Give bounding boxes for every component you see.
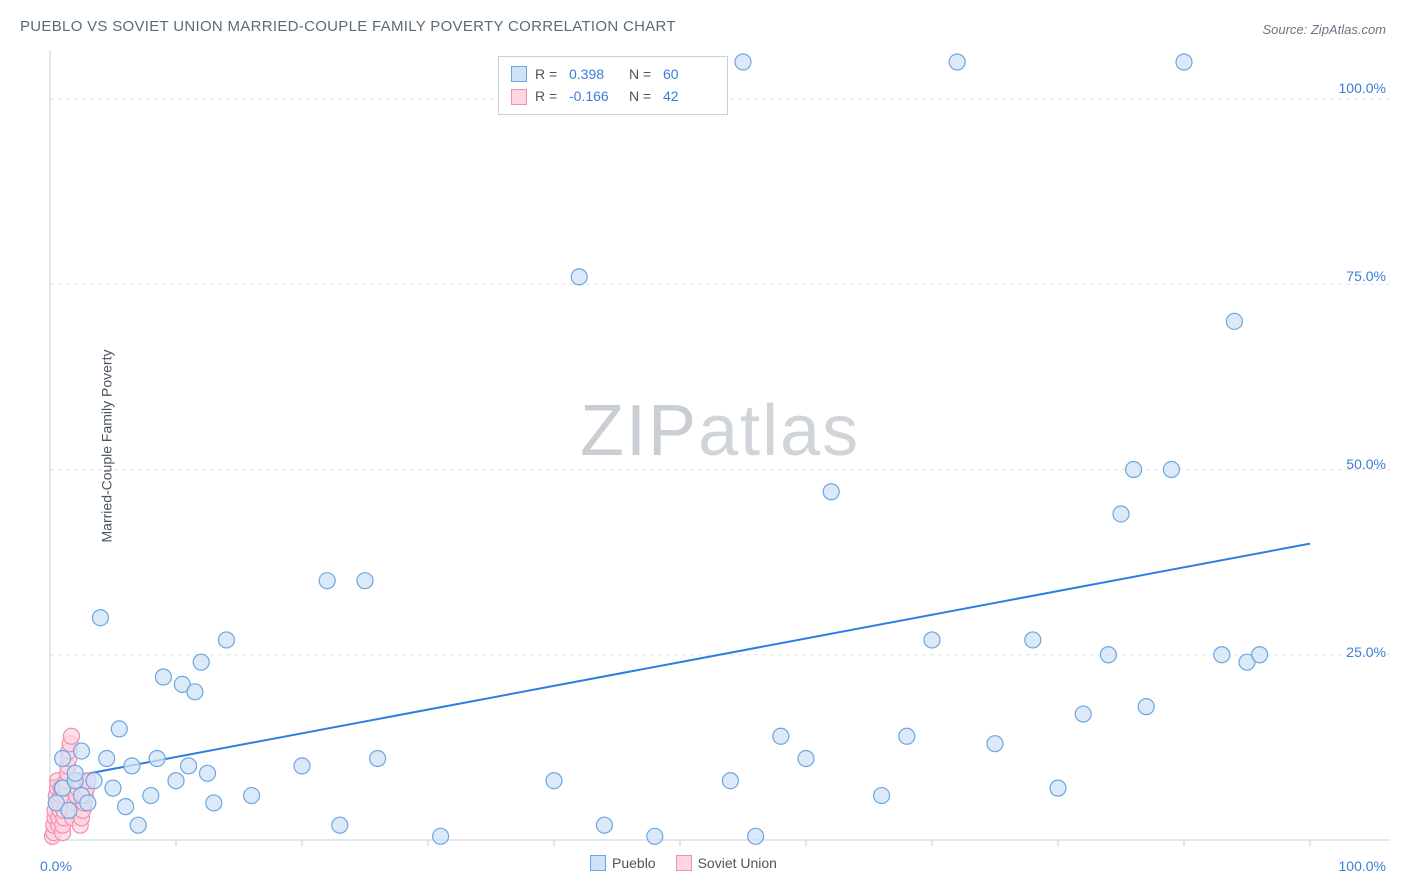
series-legend: Pueblo Soviet Union [590, 855, 777, 871]
y-tick-label-25: 25.0% [1346, 644, 1386, 660]
chart-title: PUEBLO VS SOVIET UNION MARRIED-COUPLE FA… [20, 18, 676, 35]
y-tick-label-100: 100.0% [1339, 80, 1386, 96]
correlation-row-soviet: R = -0.166 N = 42 [511, 85, 715, 107]
correlation-row-pueblo: R = 0.398 N = 60 [511, 63, 715, 85]
r-value-soviet: -0.166 [569, 85, 621, 107]
y-tick-label-75: 75.0% [1346, 268, 1386, 284]
chart-area [50, 50, 1390, 852]
y-tick-label-50: 50.0% [1346, 456, 1386, 472]
source-attribution: Source: ZipAtlas.com [1262, 22, 1386, 37]
legend-label-soviet: Soviet Union [698, 855, 777, 871]
legend-label-pueblo: Pueblo [612, 855, 656, 871]
x-tick-label-max: 100.0% [1339, 858, 1386, 874]
legend-swatch-pueblo [590, 855, 606, 871]
swatch-pueblo [511, 66, 527, 82]
n-value-pueblo: 60 [663, 63, 715, 85]
scatter-plot-svg [50, 50, 1390, 852]
correlation-legend: R = 0.398 N = 60 R = -0.166 N = 42 [498, 56, 728, 115]
r-label: R = [535, 85, 561, 107]
r-label: R = [535, 63, 561, 85]
legend-item-pueblo: Pueblo [590, 855, 656, 871]
n-label: N = [629, 63, 655, 85]
n-label: N = [629, 85, 655, 107]
n-value-soviet: 42 [663, 85, 715, 107]
swatch-soviet [511, 89, 527, 105]
r-value-pueblo: 0.398 [569, 63, 621, 85]
legend-swatch-soviet [676, 855, 692, 871]
legend-item-soviet: Soviet Union [676, 855, 777, 871]
x-tick-label-min: 0.0% [40, 858, 72, 874]
